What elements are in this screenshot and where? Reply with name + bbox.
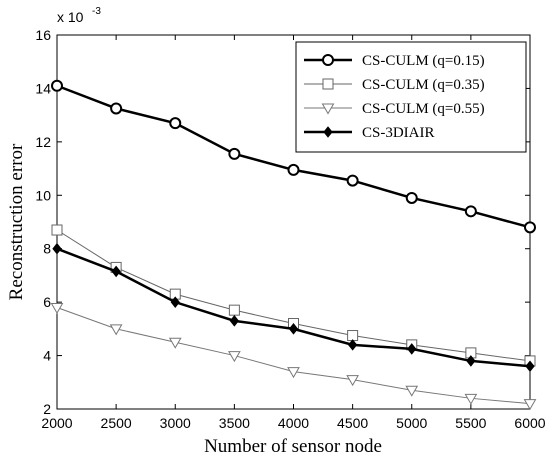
data-point xyxy=(464,393,478,405)
series xyxy=(52,242,535,373)
y-tick-label: 8 xyxy=(43,241,51,257)
y-tick-label: 4 xyxy=(43,348,51,364)
x-tick-label: 4500 xyxy=(337,415,368,431)
data-point xyxy=(51,224,63,236)
data-point xyxy=(170,296,180,308)
data-point xyxy=(228,351,241,363)
series-layer xyxy=(50,79,537,411)
data-point xyxy=(287,163,300,176)
data-point xyxy=(346,174,359,187)
data-point xyxy=(169,117,182,130)
data-point xyxy=(464,205,477,218)
data-point xyxy=(111,265,121,278)
series xyxy=(50,302,537,411)
x-tick-label: 4000 xyxy=(278,415,309,431)
data-point xyxy=(347,330,359,342)
data-point xyxy=(110,102,123,115)
data-point xyxy=(407,343,417,355)
series xyxy=(51,79,536,234)
x-tick-label: 3500 xyxy=(219,415,250,431)
data-point xyxy=(525,360,535,373)
legend-label: CS-CULM (q=0.15) xyxy=(362,53,485,69)
y-tick-label: 16 xyxy=(35,27,51,43)
data-point xyxy=(109,324,123,336)
data-point xyxy=(287,367,300,379)
data-point xyxy=(321,103,335,115)
data-point xyxy=(52,242,62,255)
data-point xyxy=(323,126,333,138)
data-point xyxy=(228,304,240,316)
legend: CS-CULM (q=0.15) CS-CULM (q=0.35) CS-CULM … xyxy=(295,41,527,153)
data-point xyxy=(347,339,358,351)
x-axis-label: Number of sensor node xyxy=(204,436,382,457)
legend-label: CS-CULM (q=0.55) xyxy=(362,101,485,117)
x-tick-label: 3000 xyxy=(160,415,191,431)
x-tick-label: 5000 xyxy=(396,415,427,431)
data-point xyxy=(322,54,334,66)
x-tick-label: 6000 xyxy=(514,415,545,431)
data-point xyxy=(346,375,359,387)
data-point xyxy=(50,302,64,314)
data-point xyxy=(524,221,536,234)
data-point xyxy=(322,78,334,90)
y-tick-label: 12 xyxy=(35,134,51,150)
data-point xyxy=(288,323,299,335)
data-point xyxy=(229,315,240,327)
data-point xyxy=(228,147,241,160)
y-tick-label: 6 xyxy=(43,294,51,310)
data-point xyxy=(51,79,63,92)
y-tick-label: 2 xyxy=(43,401,51,417)
y-axis-label: Reconstruction error xyxy=(6,143,27,300)
y-multiplier-label: x 10 xyxy=(57,9,84,25)
data-point xyxy=(405,191,418,204)
y-tick-label: 10 xyxy=(35,187,51,203)
y-multiplier-exponent: -3 xyxy=(92,6,101,17)
y-tick-label: 14 xyxy=(35,80,51,96)
x-tick-label: 5500 xyxy=(455,415,486,431)
data-point xyxy=(466,355,476,367)
legend-label: CS-CULM (q=0.35) xyxy=(362,77,485,93)
ticks-layer: 2000 2500 3000 3500 4000 4500 5000 5500 6000 2 4 6 8… xyxy=(35,27,545,431)
data-point xyxy=(405,385,419,397)
legend-label: CS-3DIAIR xyxy=(362,125,435,141)
x-tick-label: 2000 xyxy=(41,415,72,431)
data-point xyxy=(523,399,537,411)
data-point xyxy=(168,337,182,349)
x-tick-label: 2500 xyxy=(101,415,132,431)
